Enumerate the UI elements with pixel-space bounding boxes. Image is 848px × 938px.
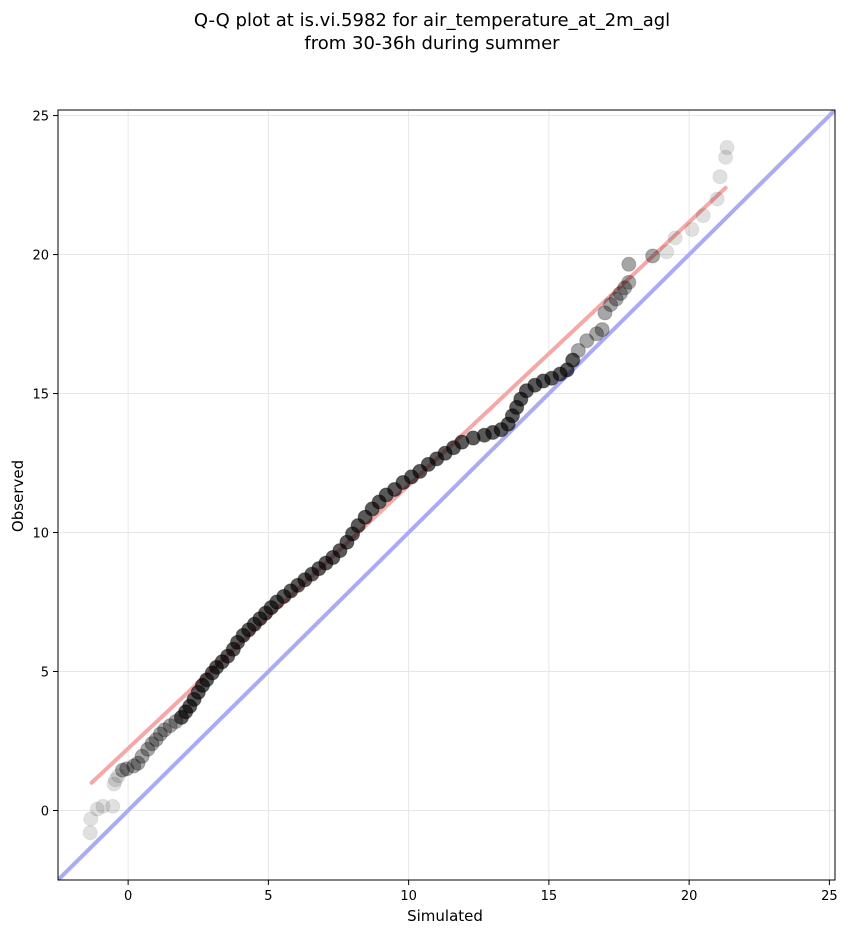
data-point — [119, 761, 135, 777]
data-point — [152, 726, 168, 742]
data-point — [719, 140, 735, 156]
x-tick-label: 20 — [681, 889, 698, 904]
data-point — [83, 811, 99, 827]
reference-lines — [58, 110, 835, 880]
data-point — [130, 755, 146, 771]
data-point — [89, 801, 105, 817]
data-point — [108, 772, 124, 788]
y-tick-label: 25 — [32, 110, 49, 125]
data-point — [594, 322, 610, 338]
data-point — [565, 352, 581, 368]
data-point — [106, 776, 122, 792]
data-point — [115, 762, 131, 778]
x-tick-label: 5 — [264, 889, 272, 904]
data-point — [718, 149, 734, 165]
one-to-one-line — [58, 110, 835, 880]
plot-frame — [57, 109, 836, 881]
data-point — [82, 825, 98, 841]
data-point — [608, 291, 624, 307]
data-point — [95, 798, 111, 814]
data-point — [134, 748, 150, 764]
data-point — [621, 274, 637, 290]
x-tick-label: 0 — [124, 889, 132, 904]
axes: 0 5 10 15 20 25 0 5 10 15 20 25 — [32, 109, 838, 904]
y-axis-label: Observed — [9, 460, 27, 532]
chart-title-line-1: Q-Q plot at is.vi.5982 for air_temperatu… — [194, 10, 670, 31]
data-point — [659, 244, 675, 260]
data-point — [144, 736, 160, 752]
data-point — [110, 768, 126, 784]
data-point — [695, 208, 711, 224]
data-point — [712, 169, 728, 185]
x-tick-label: 10 — [400, 889, 417, 904]
y-tick-label: 10 — [32, 527, 49, 542]
data-point — [612, 285, 628, 301]
y-tick-label: 0 — [41, 805, 49, 820]
data-points — [82, 140, 735, 841]
data-point — [597, 305, 613, 321]
data-point — [148, 732, 164, 748]
y-tick-label: 5 — [41, 666, 49, 681]
data-point — [579, 333, 595, 349]
data-point — [621, 256, 637, 272]
data-point — [157, 722, 173, 738]
y-tick-label: 15 — [32, 388, 49, 403]
data-point — [126, 758, 142, 774]
data-point — [684, 222, 700, 238]
data-point — [589, 326, 605, 342]
y-tick-label: 20 — [32, 249, 49, 264]
x-tick-label: 15 — [541, 889, 558, 904]
grid-lines — [58, 110, 835, 880]
data-point — [570, 342, 586, 358]
data-point — [617, 280, 633, 296]
data-point — [105, 798, 121, 814]
data-point — [667, 230, 683, 246]
data-point — [603, 297, 619, 313]
chart-title-line-2: from 30-36h during summer — [304, 33, 560, 54]
data-point — [162, 718, 178, 734]
x-axis-label: Simulated — [407, 907, 483, 925]
data-point — [645, 248, 661, 264]
x-tick-label: 25 — [821, 889, 838, 904]
data-point — [140, 741, 156, 757]
data-point — [709, 191, 725, 207]
